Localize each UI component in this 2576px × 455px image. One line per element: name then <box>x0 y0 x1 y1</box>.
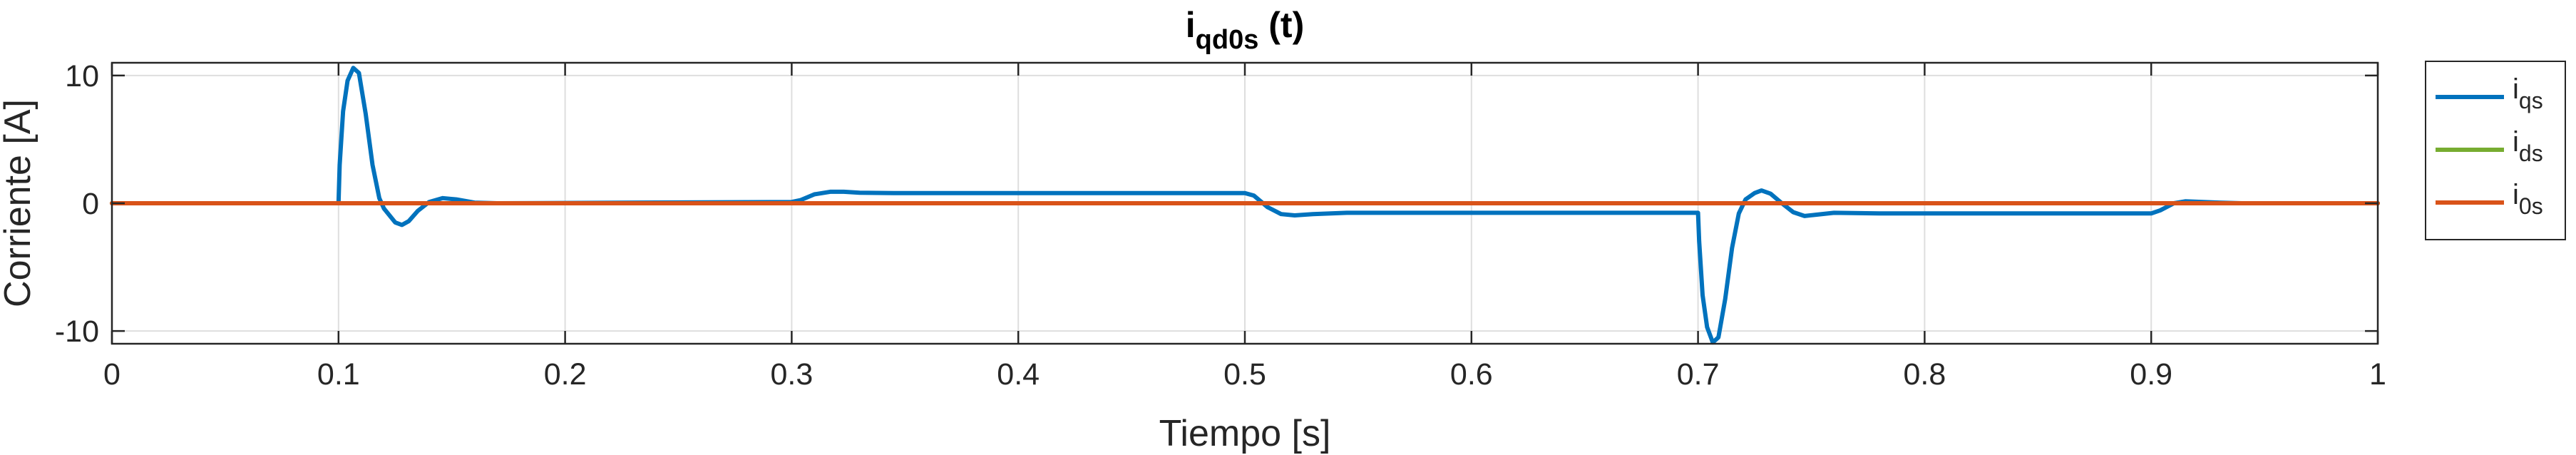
x-axis-label: Tiempo [s] <box>1159 413 1331 454</box>
y-tick-label: -10 <box>55 315 99 349</box>
x-tick-label: 0.9 <box>2130 357 2172 392</box>
chart-title-rest: (t) <box>1258 5 1304 45</box>
chart-title-main: i <box>1186 5 1196 45</box>
legend-label-subscript: qs <box>2519 88 2543 113</box>
x-tick-label: 0.2 <box>544 357 587 392</box>
y-tick-labels: -10 0 10 <box>55 59 99 349</box>
x-tick-label: 0.5 <box>1223 357 1266 392</box>
x-tick-label: 1 <box>2369 357 2386 392</box>
x-tick-label: 0.4 <box>997 357 1040 392</box>
legend-label-iqs: iqs <box>2513 73 2543 113</box>
x-tick-label: 0.3 <box>771 357 814 392</box>
series-lines <box>110 66 2380 345</box>
legend-label-main: i <box>2513 179 2519 210</box>
legend-label-i0s: i0s <box>2513 179 2543 219</box>
legend-label-ids: ids <box>2513 126 2543 166</box>
legend-label-subscript: ds <box>2519 140 2543 166</box>
legend-label-main: i <box>2513 126 2519 158</box>
x-tick-label: 0.1 <box>317 357 360 392</box>
legend-label-main: i <box>2513 73 2519 105</box>
x-tick-label: 0.6 <box>1450 357 1493 392</box>
y-axis-label: Corriente [A] <box>0 99 39 307</box>
series-line-iqs <box>110 66 2380 345</box>
y-tick-label: 10 <box>65 59 99 93</box>
x-tick-labels: 0 0.1 0.2 0.3 0.4 0.5 0.6 0.7 0.8 0.9 1 <box>103 357 2386 392</box>
chart-title-subscript: qd0s <box>1196 25 1259 55</box>
y-tick-label: 0 <box>82 187 99 221</box>
x-tick-label: 0 <box>103 357 120 392</box>
legend-label-subscript: 0s <box>2519 193 2543 219</box>
x-tick-label: 0.7 <box>1677 357 1720 392</box>
x-tick-label: 0.8 <box>1904 357 1946 392</box>
tick-marks <box>111 63 2379 344</box>
chart-title: iqd0s (t) <box>1186 5 1304 55</box>
